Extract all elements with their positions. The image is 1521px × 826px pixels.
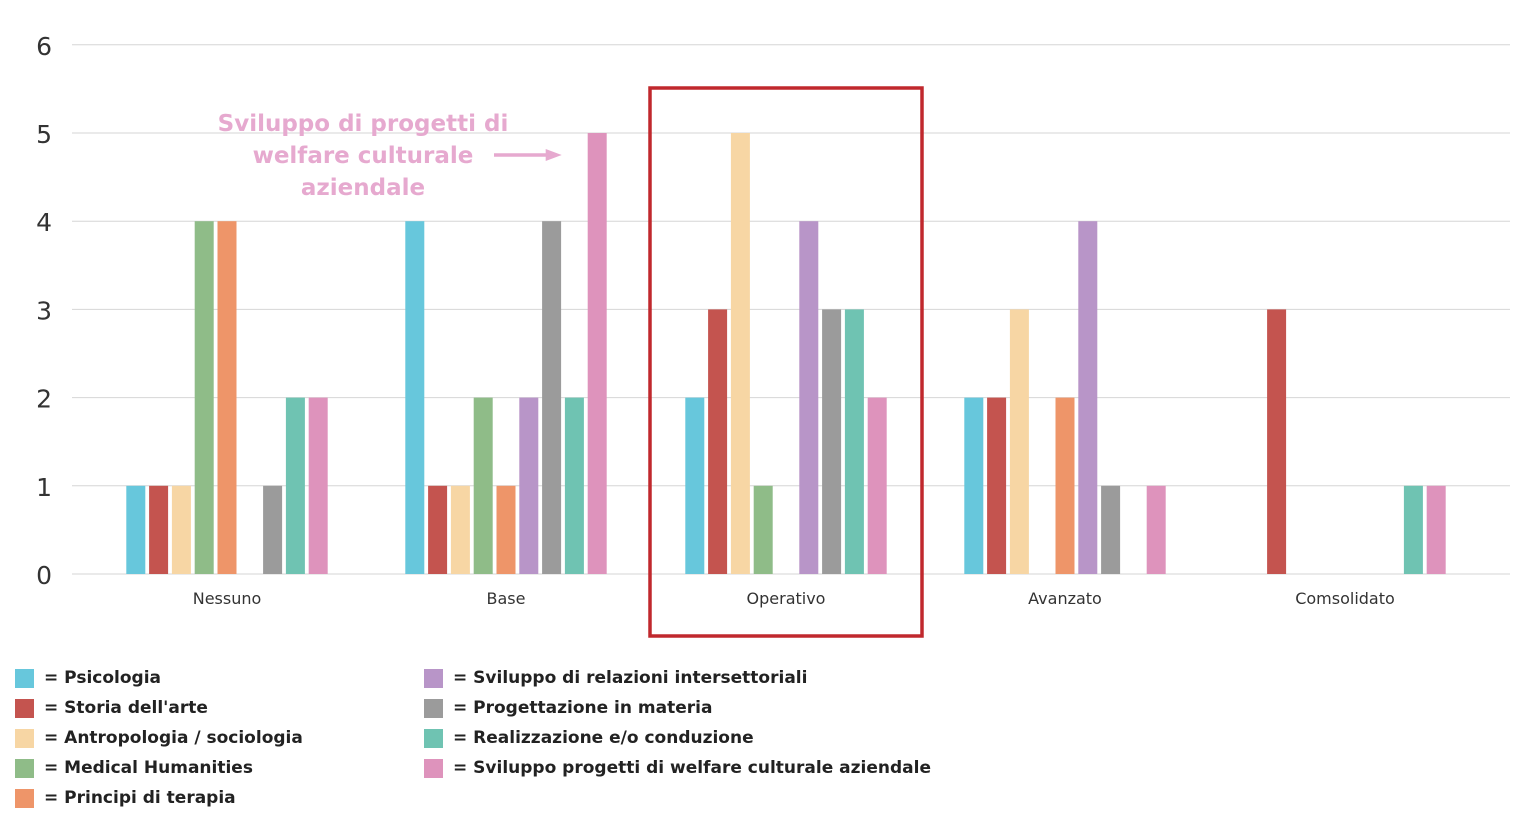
bar [799, 221, 819, 574]
bar [450, 485, 470, 574]
legend-item: = Storia dell'arte [15, 698, 208, 718]
bar [1055, 397, 1075, 574]
y-tick-label: 1 [36, 473, 52, 502]
annotation-text: welfare culturale [253, 143, 474, 169]
y-tick-label: 3 [36, 296, 52, 325]
bar [1101, 485, 1121, 574]
legend-item: = Medical Humanities [15, 758, 253, 778]
legend-swatch [15, 728, 34, 748]
legend-item: = Realizzazione e/o conduzione [424, 728, 754, 748]
legend-item: = Principi di terapia [15, 788, 236, 808]
annotation-text: aziendale [301, 175, 425, 201]
legend-item: = Sviluppo progetti di welfare culturale… [424, 758, 931, 778]
legend-item: = Antropologia / sociologia [15, 728, 303, 748]
legend-swatch [424, 668, 443, 688]
bar [1267, 309, 1287, 574]
legend-item: = Psicologia [15, 668, 161, 688]
legend-label: = Sviluppo di relazioni intersettoriali [453, 668, 808, 688]
legend-swatch [15, 788, 34, 808]
legend-swatch [15, 698, 34, 718]
x-tick-label: Nessuno [193, 589, 262, 608]
highlight-box [648, 86, 924, 638]
x-tick-label: Operativo [747, 589, 826, 608]
bar [263, 485, 283, 574]
x-tick-label: Avanzato [1028, 589, 1102, 608]
legend-label: = Psicologia [44, 668, 161, 688]
y-tick-label: 4 [36, 208, 52, 237]
bar [428, 485, 448, 574]
legend-swatch [15, 758, 34, 778]
legend-label: = Sviluppo progetti di welfare culturale… [453, 758, 931, 778]
legend-swatch [424, 758, 443, 778]
legend-item: = Sviluppo di relazioni intersettoriali [424, 668, 807, 688]
bar [708, 309, 728, 574]
legend-label: = Storia dell'arte [44, 698, 208, 718]
bar [542, 221, 562, 574]
x-tick-label: Base [487, 589, 526, 608]
bar [822, 309, 842, 574]
bar [1146, 485, 1166, 574]
bar [171, 485, 191, 574]
bar [987, 397, 1007, 574]
annotation-arrowhead [545, 149, 562, 161]
bar [194, 221, 214, 574]
bar [126, 485, 146, 574]
bar [685, 397, 705, 574]
bar [1078, 221, 1098, 574]
x-tick-label: Comsolidato [1295, 589, 1395, 608]
y-tick-label: 6 [36, 32, 52, 61]
bar [285, 397, 305, 574]
bar [964, 397, 984, 574]
bar [519, 397, 539, 574]
bar [308, 397, 328, 574]
bar [753, 485, 773, 574]
bar [217, 221, 237, 574]
legend-label: = Realizzazione e/o conduzione [453, 728, 754, 748]
annotation-text: Sviluppo di progetti di [218, 111, 509, 137]
bar [564, 397, 584, 574]
bar [844, 309, 864, 574]
bar [149, 485, 169, 574]
bar [1403, 485, 1423, 574]
legend-item: = Progettazione in materia [424, 698, 712, 718]
legend-swatch [15, 668, 34, 688]
legend-label: = Medical Humanities [44, 758, 253, 778]
bar [730, 133, 750, 574]
y-tick-label: 2 [36, 385, 52, 414]
bar [473, 397, 493, 574]
legend-label: = Principi di terapia [44, 788, 236, 808]
y-tick-label: 5 [36, 120, 52, 149]
legend-swatch [424, 698, 443, 718]
legend-label: = Antropologia / sociologia [44, 728, 303, 748]
legend-label: = Progettazione in materia [453, 698, 713, 718]
bar [867, 397, 887, 574]
bar [1009, 309, 1029, 574]
y-tick-label: 0 [36, 561, 52, 590]
bar [405, 221, 425, 574]
legend-swatch [424, 728, 443, 748]
bar [587, 133, 607, 574]
bar [496, 485, 516, 574]
bar [1426, 485, 1446, 574]
